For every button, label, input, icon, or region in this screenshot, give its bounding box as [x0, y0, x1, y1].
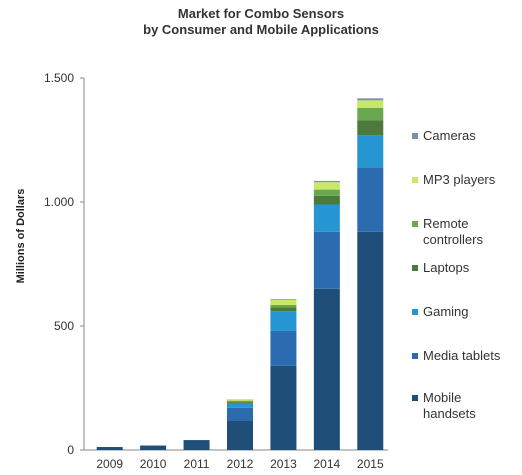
x-tick-label: 2015: [357, 457, 384, 471]
bar-segment: [270, 304, 297, 308]
y-axis-title: Millions of Dollars: [15, 189, 27, 284]
bar-segment: [357, 100, 384, 108]
bars: [96, 98, 384, 450]
bar-segment: [227, 402, 253, 408]
legend-item: Laptops: [412, 260, 513, 276]
bar-segment: [313, 189, 340, 196]
bar-segment: [270, 299, 297, 305]
bar-segment: [357, 231, 384, 450]
x-tick-label: 2011: [184, 457, 210, 471]
bar-segment: [357, 167, 384, 232]
bar-segment: [313, 180, 340, 183]
y-tick-label: 500: [54, 319, 74, 333]
y-tick-label: 1.000: [44, 195, 74, 209]
bar-segment: [357, 98, 384, 101]
legend-item: MP3 players: [412, 172, 513, 188]
x-tick-label: 2010: [140, 457, 167, 471]
legend-swatch: [412, 177, 418, 183]
bar-segment: [140, 445, 167, 450]
legend-item: Media tablets: [412, 348, 513, 364]
bar-segment: [270, 311, 297, 331]
bar-segment: [270, 299, 297, 300]
legend-label: Cameras: [423, 128, 476, 143]
axes: [80, 77, 388, 451]
legend-swatch: [412, 309, 418, 315]
legend-label: Laptops: [423, 260, 470, 275]
x-tick-label: 2012: [227, 457, 254, 471]
bar-segment: [227, 401, 253, 403]
bar-segment: [357, 107, 384, 121]
bar-segment: [183, 440, 210, 450]
bar-segment: [227, 400, 253, 402]
x-tick-label: 2013: [270, 457, 297, 471]
bar-segment: [313, 288, 340, 450]
legend-swatch: [412, 133, 418, 139]
bar-segment: [227, 399, 253, 401]
bar-segment: [270, 330, 297, 366]
y-tick-label: 1.500: [44, 71, 74, 85]
legend-label: MP3 players: [423, 172, 496, 187]
bar-segment: [227, 420, 253, 450]
legend-label: Mobile handsets: [423, 390, 476, 421]
legend-label: Gaming: [423, 304, 469, 319]
bar-segment: [313, 231, 340, 289]
bar-segment: [357, 135, 384, 168]
bar-segment: [270, 365, 297, 450]
labels: 0 500 1.000 1.500 Millions of Dollars 2009 201…: [15, 71, 384, 471]
chart-title-line2: by Consumer and Mobile Applications: [143, 22, 379, 37]
bar-segment: [227, 407, 253, 421]
bar-segment: [270, 307, 297, 312]
legend-item: Gaming: [412, 304, 513, 320]
x-tick-label: 2009: [96, 457, 123, 471]
bar-segment: [357, 120, 384, 136]
x-tick-label: 2014: [314, 457, 341, 471]
legend-label: Remote controllers: [423, 216, 483, 247]
legend-item: Remote controllers: [412, 216, 513, 248]
legend-swatch: [412, 353, 418, 359]
bar-segment: [313, 204, 340, 232]
bar-segment: [96, 447, 123, 450]
y-tick-label: 0: [67, 443, 74, 457]
legend-swatch: [412, 395, 418, 401]
legend-swatch: [412, 265, 418, 271]
chart-title: Market for Combo Sensors by Consumer and…: [0, 6, 522, 38]
legend-label: Media tablets: [423, 348, 501, 363]
chart-title-line1: Market for Combo Sensors: [177, 6, 345, 21]
bar-segment: [313, 182, 340, 190]
bar-segment: [313, 195, 340, 205]
legend-swatch: [412, 221, 418, 227]
legend-item: Mobile handsets: [412, 390, 513, 422]
legend-item: Cameras: [412, 128, 513, 144]
